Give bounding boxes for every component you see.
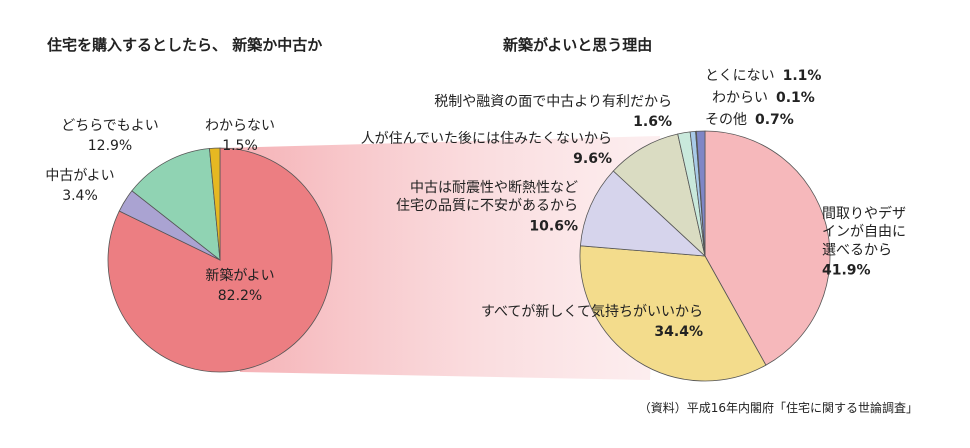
slice-label: とくにない 1.1%	[705, 68, 821, 84]
value-label: 41.9%	[822, 263, 871, 279]
value-label: 0.1%	[776, 90, 815, 106]
chart-title: 新築がよいと思う理由	[503, 36, 652, 54]
value-label: 1.1%	[783, 68, 822, 84]
category-label: どちらでもよい	[61, 118, 159, 134]
category-label: わからない	[205, 118, 275, 134]
value-label: 1.5%	[222, 138, 258, 154]
pie-slice	[131, 148, 221, 261]
pie-slice	[704, 130, 831, 366]
connector-band	[222, 136, 660, 380]
pie-slice	[579, 245, 767, 382]
source-note: （資料）平成16年内閣府「住宅に関する世論調査」	[639, 400, 918, 415]
category-label: すべてが新しくて気持ちがいいから	[481, 304, 703, 320]
slice-label: わからい 0.1%	[712, 90, 815, 106]
pie-slice	[209, 147, 221, 261]
pie-slice	[695, 130, 706, 257]
slice-label: その他 0.7%	[705, 112, 794, 128]
category-label: 人が住んでいた後には住みたくないから	[361, 131, 612, 147]
category-label: とくにない	[705, 68, 775, 84]
value-label: 9.6%	[573, 151, 612, 167]
value-label: 82.2%	[218, 288, 262, 304]
category-label: 税制や融資の面で中古より有利だから	[434, 94, 672, 110]
value-label: 0.7%	[755, 112, 794, 128]
value-label: 34.4%	[654, 324, 703, 340]
category-label: その他	[705, 112, 747, 128]
value-label: 12.9%	[88, 138, 132, 154]
pie-slice	[579, 170, 707, 257]
chart-title: 住宅を購入するとしたら、 新築か中古か	[47, 36, 322, 54]
value-label: 1.6%	[633, 114, 672, 130]
category-label: わからい	[712, 90, 768, 106]
category-label: 中古がよい	[45, 168, 114, 184]
category-label: 新築がよい	[205, 268, 274, 284]
category-label: 間取りやデザインが自由に選べるから	[822, 205, 906, 258]
value-label: 3.4%	[62, 188, 98, 204]
pie-slice	[612, 133, 706, 258]
value-label: 10.6%	[529, 218, 578, 234]
category-label: 中古は耐震性や断熱性など住宅の品質に不安があるから	[396, 180, 578, 214]
